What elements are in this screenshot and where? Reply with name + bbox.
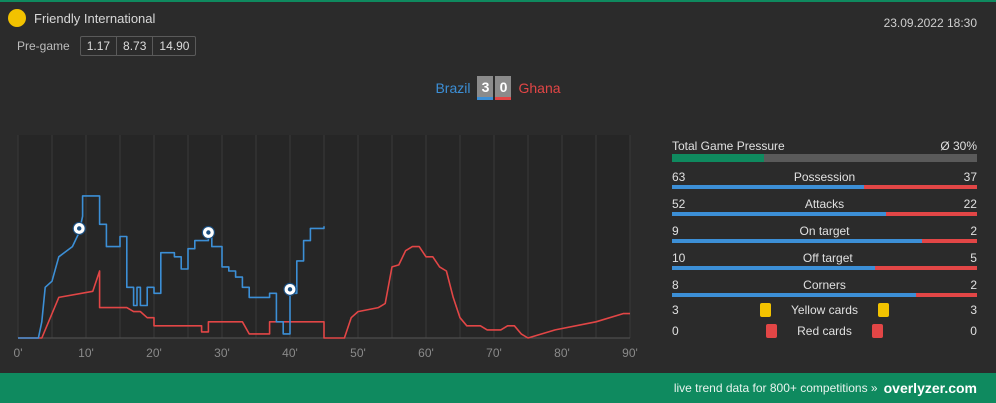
series-line-brazil	[18, 195, 325, 339]
stat-bar-away	[886, 212, 977, 216]
stat-away-value: 37	[963, 170, 977, 184]
footer-banner[interactable]: live trend data for 800+ competitions » …	[0, 373, 996, 403]
goal-ball-icon-center	[77, 226, 82, 231]
stat-bar-home	[672, 293, 916, 297]
stat-row: 9 On target 2	[672, 224, 977, 238]
stat-away-value: 2	[970, 278, 977, 292]
scoreboard: Brazil 3 0 Ghana	[0, 76, 996, 100]
x-tick-label: 90'	[622, 346, 638, 360]
yellow-card-icon	[760, 303, 772, 317]
x-tick-label: 70'	[486, 346, 502, 360]
home-score: 3	[477, 76, 494, 100]
pressure-label: Total Game Pressure	[672, 139, 785, 153]
yellow-card-icon	[877, 303, 889, 317]
stat-label: Attacks	[804, 197, 845, 211]
red-card-icon	[871, 324, 883, 338]
stat-bar-home	[672, 266, 876, 270]
pressure-bar-fill	[672, 154, 764, 162]
stat-bar-away	[875, 266, 977, 270]
odds-away: 14.90	[159, 39, 190, 53]
competition-icon	[8, 9, 26, 27]
card-label-group: Red cards	[746, 324, 903, 338]
red-card-icon	[766, 324, 778, 338]
card-label: Yellow cards	[791, 303, 858, 317]
stat-on-target: 9 On target 2	[672, 224, 977, 243]
goal-ball-icon-center	[206, 230, 211, 235]
card-label: Red cards	[797, 324, 852, 338]
stat-label: Corners	[803, 278, 846, 292]
x-tick-label: 60'	[418, 346, 434, 360]
competition-header: Friendly International	[8, 9, 155, 27]
card-home-value: 3	[672, 303, 679, 317]
odds-draw: 8.73	[117, 37, 154, 55]
stats-panel: Total Game Pressure Ø 30% 63 Possession 37…	[672, 139, 977, 339]
stat-away-value: 2	[970, 224, 977, 238]
x-tick-label: 0'	[14, 346, 23, 360]
pressure-bar	[672, 154, 977, 162]
stat-home-value: 8	[672, 278, 679, 292]
stat-bar	[672, 266, 977, 270]
stat-bar-away	[916, 293, 977, 297]
pressure-row: Total Game Pressure Ø 30%	[672, 139, 977, 154]
stat-home-value: 10	[672, 251, 686, 265]
card-row: 3 Yellow cards 3	[672, 302, 977, 318]
stat-home-value: 52	[672, 197, 686, 211]
pressure-chart: 0' 10' 20' 30' 40' 50' 60' 70' 80' 90'	[14, 135, 638, 360]
x-tick-label: 30'	[214, 346, 230, 360]
stat-label: Possession	[793, 170, 856, 184]
pressure-value: Ø 30%	[940, 139, 977, 153]
x-tick-label: 20'	[146, 346, 162, 360]
stat-label: Off target	[802, 251, 853, 265]
odds-home: 1.17	[81, 37, 118, 55]
stat-possession: 63 Possession 37	[672, 170, 977, 189]
stat-bar	[672, 239, 977, 243]
odds-group: 1.17 8.73 14.90	[79, 36, 197, 56]
stat-bar-away	[864, 185, 977, 189]
stat-away-value: 5	[970, 251, 977, 265]
stat-rows: 63 Possession 37 52 Attacks 22 9 On target 2 10 Of…	[672, 170, 977, 297]
away-team-name[interactable]: Ghana	[518, 80, 561, 96]
pregame-odds: Pre-game 1.17 8.73 14.90	[17, 36, 197, 56]
card-rows: 3 Yellow cards 3 0 Red cards 0	[672, 302, 977, 339]
goal-ball-icon-center	[287, 287, 293, 292]
card-away-value: 0	[970, 324, 977, 338]
competition-name[interactable]: Friendly International	[34, 10, 156, 26]
stat-row: 63 Possession 37	[672, 170, 977, 184]
series-line-ghana	[18, 245, 630, 339]
stat-bar-home	[672, 185, 865, 189]
x-tick-label: 80'	[554, 346, 570, 360]
top-accent-line	[0, 0, 996, 2]
card-label-group: Yellow cards	[740, 303, 909, 317]
stat-bar-away	[921, 239, 977, 243]
footer-text[interactable]: live trend data for 800+ competitions »	[673, 381, 878, 395]
stat-bar	[672, 185, 977, 189]
stat-bar-home	[672, 239, 922, 243]
x-tick-label: 50'	[350, 346, 366, 360]
card-row: 0 Red cards 0	[672, 323, 977, 339]
stat-row: 8 Corners 2	[672, 278, 977, 292]
stat-bar	[672, 212, 977, 216]
stat-home-value: 9	[672, 224, 679, 238]
stat-row: 10 Off target 5	[672, 251, 977, 265]
stat-bar	[672, 293, 977, 297]
card-home-value: 0	[672, 324, 679, 338]
stat-away-value: 22	[963, 197, 977, 211]
stat-bar-home	[672, 212, 887, 216]
stat-attacks: 52 Attacks 22	[672, 197, 977, 216]
card-away-value: 3	[970, 303, 977, 317]
stat-off-target: 10 Off target 5	[672, 251, 977, 270]
stat-label: On target	[799, 224, 850, 238]
footer-brand[interactable]: overlyzer.com	[883, 380, 977, 396]
match-datetime: 23.09.2022 18:30	[883, 16, 977, 30]
away-score: 0	[495, 76, 512, 100]
pregame-label: Pre-game	[17, 39, 70, 53]
x-tick-label: 40'	[282, 346, 298, 360]
x-tick-label: 10'	[78, 346, 94, 360]
stat-row: 52 Attacks 22	[672, 197, 977, 211]
stat-corners: 8 Corners 2	[672, 278, 977, 297]
stat-home-value: 63	[672, 170, 686, 184]
home-team-name[interactable]: Brazil	[435, 80, 471, 96]
